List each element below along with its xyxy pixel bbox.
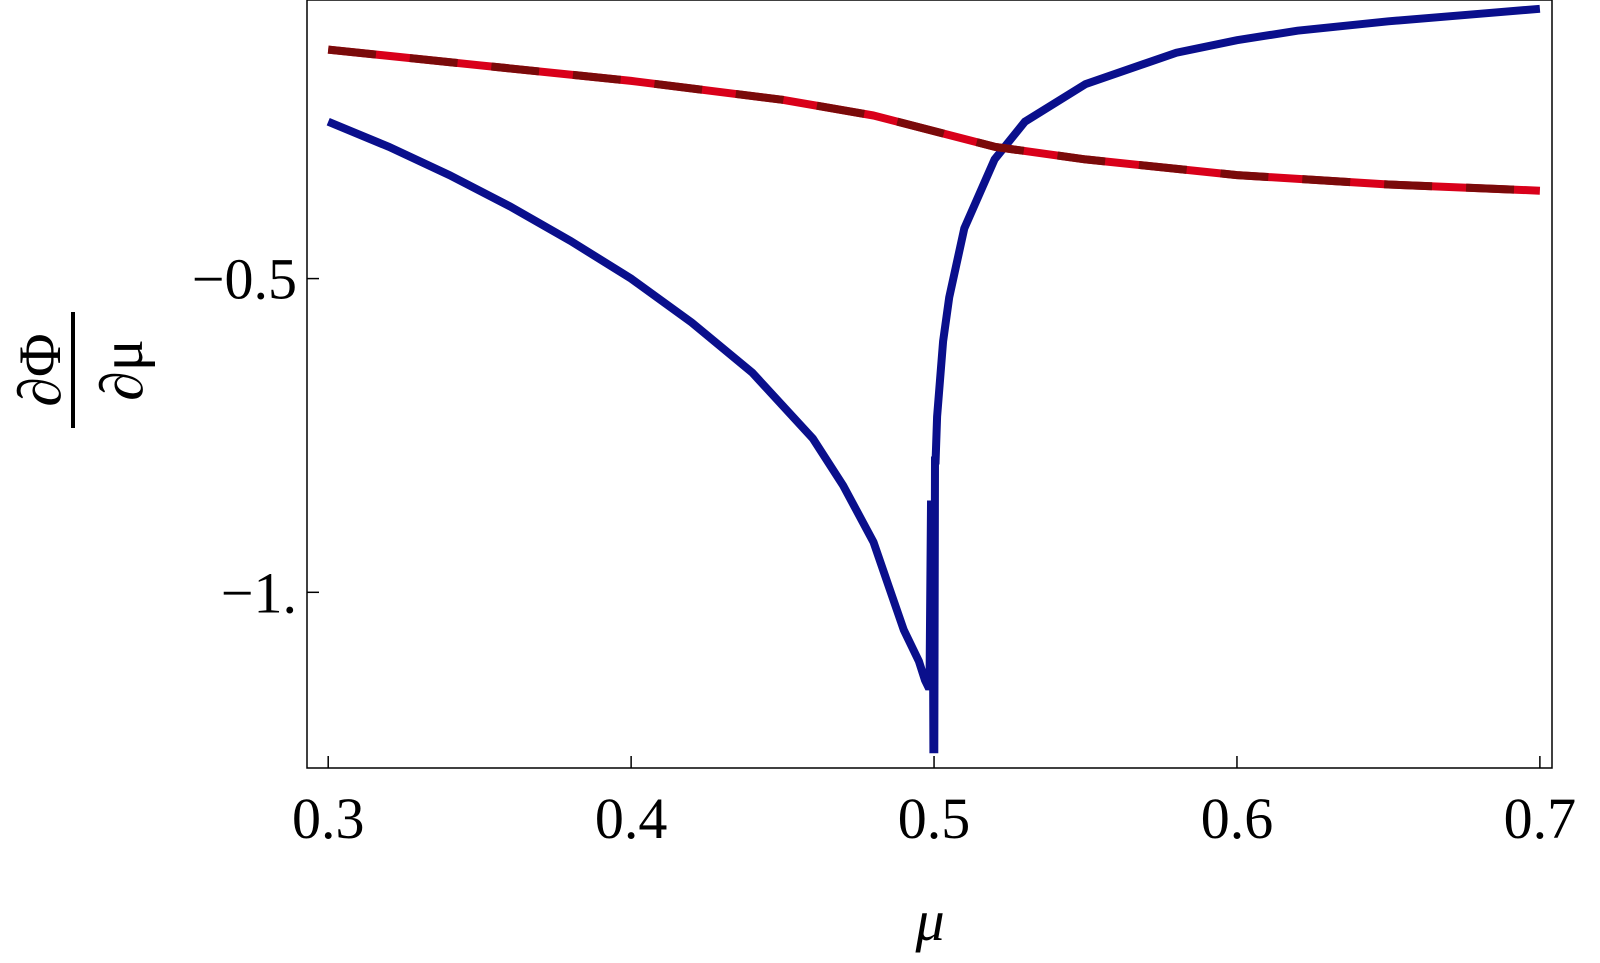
x-axis-ticks: 0.3 0.4 0.5 0.6 0.7 [292,756,1576,851]
y-axis-label-denominator: ∂μ [89,339,155,401]
y-tick-label: −0.5 [192,247,297,312]
y-axis-label: ∂Φ ∂μ [7,312,155,428]
y-axis-label-numerator: ∂Φ [7,333,73,407]
x-tick-label: 0.3 [292,786,365,851]
x-tick-label: 0.5 [898,786,971,851]
plot-frame [306,0,1553,769]
y-axis-ticks: −0.5 −1. [192,247,319,625]
x-tick-label: 0.4 [595,786,668,851]
series-line-0 [326,4,1541,754]
x-tick-label: 0.7 [1504,786,1577,851]
x-axis-label: μ [914,888,944,953]
series-layer [326,4,1541,754]
y-tick-label: −1. [221,560,297,625]
series-line-1-dash [327,45,1541,195]
x-tick-label: 0.6 [1201,786,1274,851]
